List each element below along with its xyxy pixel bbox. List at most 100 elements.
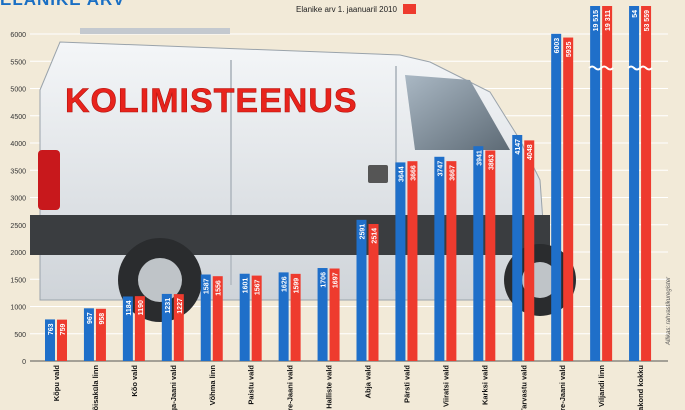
bar-red <box>602 6 613 361</box>
bar-blue <box>83 308 94 361</box>
chart-title: ELANIKE ARV <box>0 0 125 10</box>
legend-swatch-red <box>402 4 416 14</box>
data-label: 1190 <box>138 300 145 315</box>
x-tick-label: Abja vald <box>364 365 373 399</box>
data-label: 2591 <box>360 224 367 240</box>
bar-blue <box>239 273 250 361</box>
bar-blue <box>395 162 406 361</box>
bar-red <box>641 6 652 361</box>
bar-blue <box>278 272 289 361</box>
data-label: 958 <box>99 313 106 325</box>
data-label: 53 559 <box>644 10 651 32</box>
van-illustration: KOLIMISTEENUS <box>30 28 576 322</box>
data-label: 967 <box>87 312 94 324</box>
data-label: 1556 <box>216 280 223 296</box>
x-tick-label: Pärsti vald <box>402 365 411 403</box>
bar-red <box>485 150 496 361</box>
x-axis-labels: Kõpu vald Mõisaküla linn Kõo vald Kolga-Jaa… <box>52 365 645 410</box>
bar-red <box>368 223 379 361</box>
x-tick-label: Viljandi linn <box>597 365 606 407</box>
x-tick-label: Maakond kokku <box>636 365 645 410</box>
x-tick-label: Võhma linn <box>208 365 217 406</box>
x-tick-label: Karksi vald <box>480 365 489 405</box>
legend-label: Elanike arv 1. jaanuaril 2010 <box>296 4 397 14</box>
data-label: 3644 <box>398 166 405 182</box>
bar-red <box>290 273 301 361</box>
x-tick-label: Paistu vald <box>247 365 256 405</box>
bar-red <box>563 37 574 361</box>
x-tick-label: Viiratsi vald <box>441 365 450 407</box>
bar-blue <box>473 146 484 361</box>
data-label: 1626 <box>282 276 289 292</box>
bar-red <box>407 161 418 361</box>
y-tick-label: 0 <box>22 359 26 366</box>
x-tick-label: Kõpu vald <box>52 365 61 402</box>
bar-red <box>57 319 67 361</box>
x-tick-label: Mõisaküla linn <box>91 365 100 410</box>
data-label: 3747 <box>437 161 444 177</box>
y-tick-label: 1000 <box>10 305 26 312</box>
data-label: 1184 <box>126 300 133 315</box>
bar-blue <box>200 274 211 361</box>
y-tick-label: 4500 <box>10 114 26 121</box>
data-label: 1231 <box>165 298 172 314</box>
bar-blue <box>434 156 445 361</box>
data-label: 3666 <box>410 165 417 181</box>
x-tick-label: Suure-Jaani vald <box>286 365 295 410</box>
bar-red <box>251 275 262 361</box>
data-label: 6003 <box>554 38 561 54</box>
bars: 763 759 967 958 1184 1190 1231 1227 1587 1556 1601… <box>45 6 653 362</box>
y-tick-label: 1500 <box>10 277 26 284</box>
source-note: Allikas: rahvastikuregister <box>666 276 672 345</box>
y-tick-label: 4000 <box>10 141 26 148</box>
y-tick-label: 5500 <box>10 59 26 66</box>
data-label: 1567 <box>255 279 262 295</box>
data-label: 759 <box>60 324 67 336</box>
bar-red <box>212 276 223 361</box>
bar-blue <box>512 134 523 361</box>
axis-break-mark <box>639 65 653 71</box>
y-tick-label: 2000 <box>10 250 26 257</box>
bar-blue <box>161 293 172 361</box>
x-tick-label: Halliste vald <box>325 365 334 409</box>
bar-red <box>173 294 184 361</box>
bar-blue <box>45 319 55 361</box>
x-tick-label: Kolga-Jaani vald <box>169 365 178 410</box>
axis-break-mark <box>600 65 614 71</box>
bar-red <box>446 161 457 361</box>
data-label: 763 <box>48 323 55 335</box>
y-tick-label: 2500 <box>10 223 26 230</box>
data-label: 3863 <box>488 154 495 170</box>
x-tick-label: Tarvastu vald <box>519 365 528 410</box>
bar-red <box>524 140 535 361</box>
data-label: 1706 <box>321 272 328 288</box>
axis-break-mark <box>588 65 602 71</box>
data-label: 19 311 <box>605 10 612 31</box>
data-label: 4147 <box>515 139 522 155</box>
x-tick-label: Suure-Jaani vald <box>558 365 567 410</box>
x-tick-label: Kõo vald <box>130 365 139 397</box>
data-label: 4048 <box>527 144 534 160</box>
bar-blue <box>590 6 601 361</box>
y-tick-label: 5000 <box>10 87 26 94</box>
data-label: 54 <box>632 10 639 18</box>
data-label: 5935 <box>566 41 573 57</box>
bar-blue <box>551 33 562 362</box>
bar-blue <box>629 6 640 361</box>
legend: Elanike arv 1. jaanuaril 2010 <box>296 4 416 14</box>
bar-blue <box>122 296 133 361</box>
data-label: 1227 <box>177 298 184 314</box>
y-tick-label: 3000 <box>10 196 26 203</box>
data-label: 3941 <box>476 150 483 166</box>
y-tick-label: 500 <box>14 332 26 339</box>
y-tick-label: 6000 <box>10 32 26 39</box>
axis-break-mark <box>627 65 641 71</box>
bar-red <box>95 308 106 361</box>
bar-red <box>134 296 145 361</box>
bar-blue <box>356 219 367 361</box>
data-label: 3667 <box>449 165 456 181</box>
y-axis: 0 500 1000 1500 2000 2500 3000 3500 4000 4500 5000… <box>10 32 668 366</box>
data-label: 2514 <box>372 228 379 244</box>
data-label: 1601 <box>243 278 250 294</box>
